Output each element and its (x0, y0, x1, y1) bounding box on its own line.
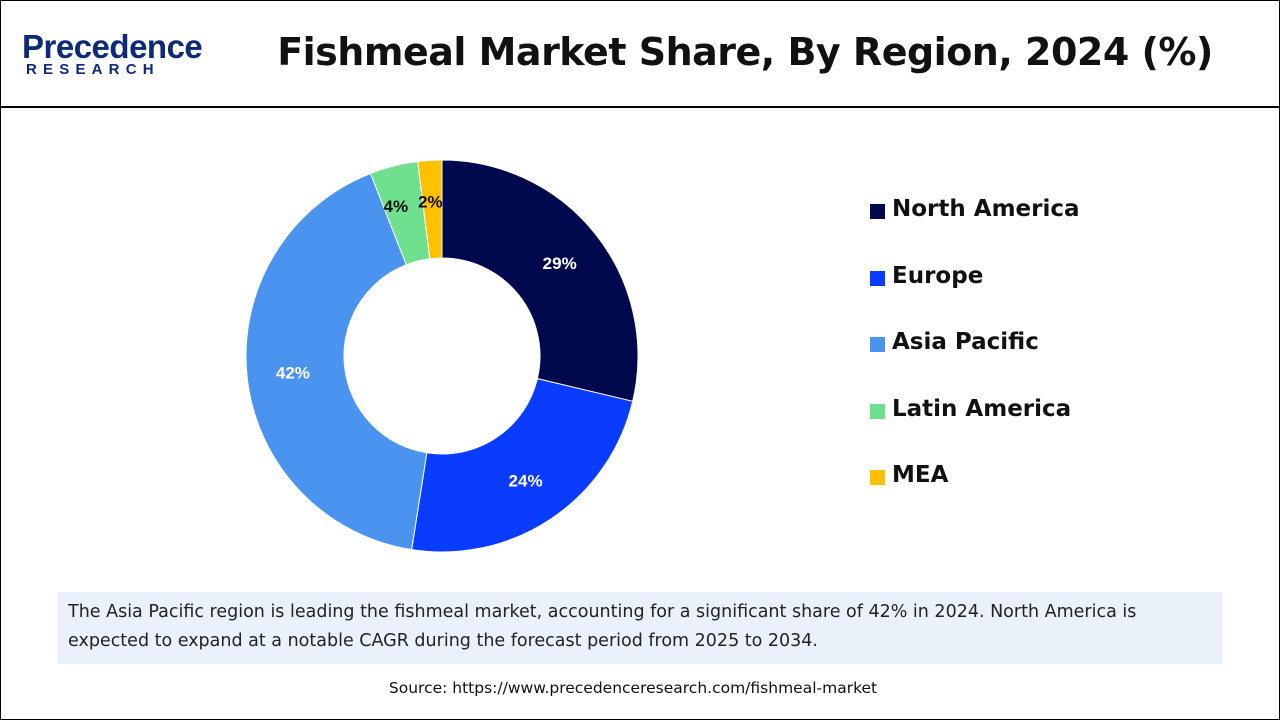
slice-label-north-america: 29% (543, 254, 577, 273)
legend-swatch-mea (870, 470, 885, 485)
brand-logo: Precedence RESEARCH (22, 28, 222, 80)
legend-label-europe: Europe (892, 262, 984, 289)
slice-asia-pacific (245, 172, 428, 551)
slice-label-europe: 24% (509, 472, 543, 491)
legend-swatch-asia-pacific (870, 337, 885, 352)
caption-box: The Asia Pacific region is leading the f… (58, 592, 1222, 664)
slice-label-asia-pacific: 42% (276, 363, 310, 382)
legend-swatch-north-america (870, 204, 885, 219)
slice-europe (411, 378, 634, 553)
header: Precedence RESEARCH Fishmeal Market Shar… (0, 0, 1280, 108)
brand-subtitle: RESEARCH (26, 61, 160, 78)
slice-mea (417, 159, 443, 260)
legend-swatch-europe (870, 270, 885, 286)
chart-title: Fishmeal Market Share, By Region, 2024 (… (277, 30, 1213, 74)
slice-north-america (441, 159, 639, 402)
slice-label-latin-america: 4% (384, 197, 409, 216)
legend-swatch-latin-america (870, 403, 885, 419)
legend-label-mea: MEA (892, 462, 949, 488)
legend-label-latin-america: Latin America (892, 395, 1072, 422)
legend-label-asia-pacific: Asia Pacific (892, 329, 1039, 355)
legend-label-north-america: North America (892, 196, 1080, 222)
donut-chart: 29% 24% 42% 4% 2% (245, 159, 639, 553)
source-note: Source: https://www.precedenceresearch.c… (388, 679, 878, 697)
brand-name: Precedence (22, 28, 203, 65)
slice-label-mea: 2% (418, 192, 443, 211)
